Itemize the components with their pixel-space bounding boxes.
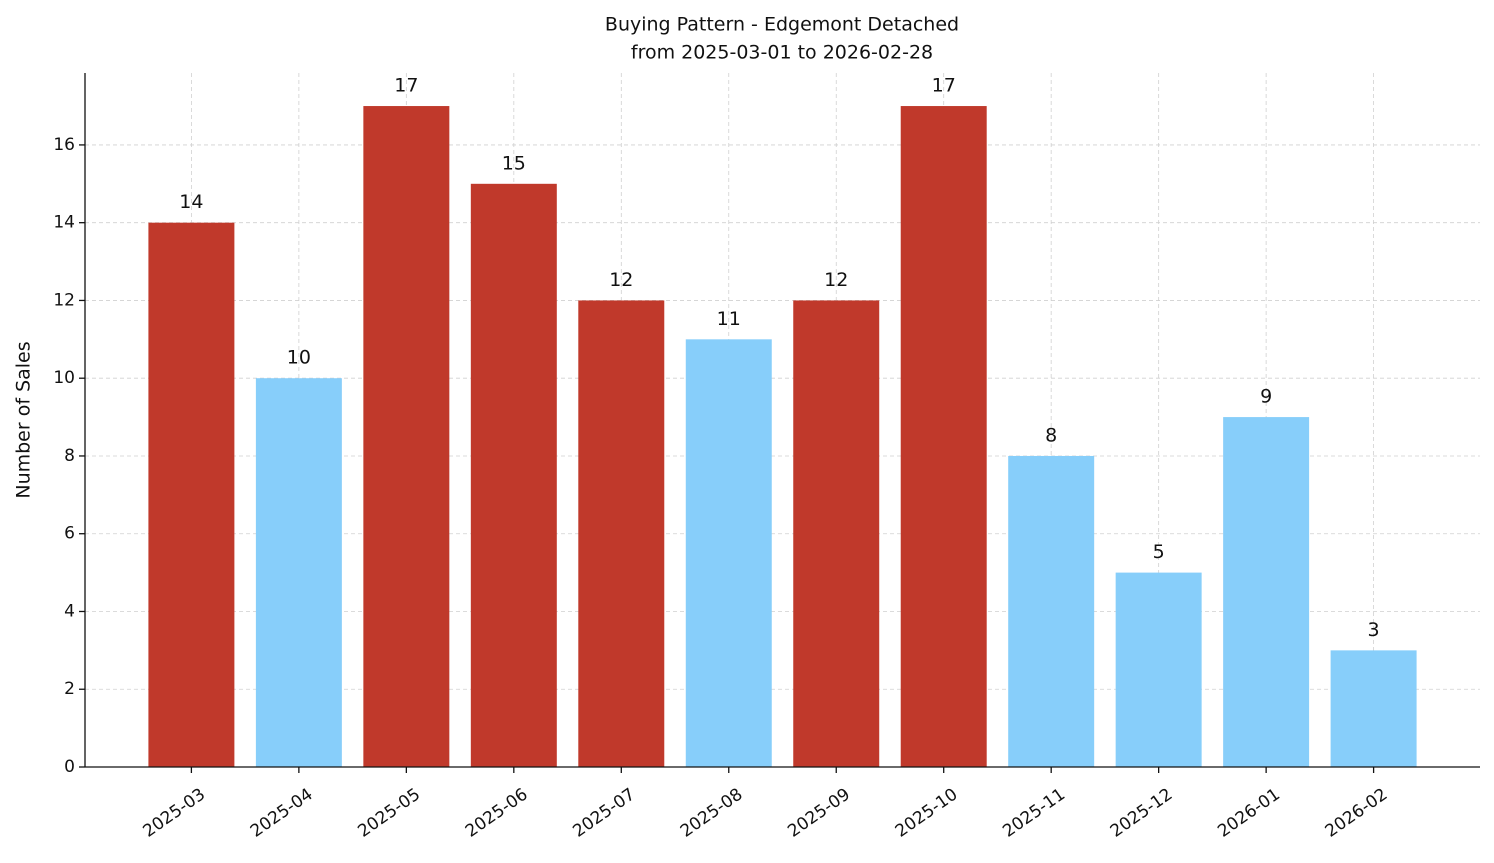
y-tick-label: 2 [64,679,75,699]
x-tick-label: 2025-08 [677,785,747,842]
bar [363,106,450,768]
bar [1330,650,1417,767]
x-tick-label: 2025-06 [462,785,532,842]
value-label: 14 [179,191,203,213]
value-label: 8 [1045,424,1057,446]
value-label: 17 [932,75,956,97]
value-label: 17 [394,75,418,97]
y-tick-label: 16 [53,135,75,155]
x-tick-label: 2025-05 [354,785,424,842]
bar [1223,417,1310,767]
bar [685,339,772,767]
y-tick-label: 6 [64,524,75,544]
x-tick-label: 2026-01 [1214,785,1284,842]
bar [793,300,880,767]
bar [255,378,342,767]
x-tick-label: 2025-12 [1107,785,1177,842]
x-tick-label: 2025-09 [784,785,854,842]
bar [148,222,235,767]
value-label: 3 [1368,619,1380,641]
y-tick-label: 4 [64,601,75,621]
bar [1008,455,1095,767]
y-tick-label: 0 [64,757,75,777]
bar [900,106,987,768]
value-label: 5 [1153,541,1165,563]
value-label: 9 [1260,386,1272,408]
x-tick-label: 2025-11 [999,785,1069,842]
value-label: 15 [502,152,526,174]
value-label: 12 [824,269,848,291]
chart-subtitle: from 2025-03-01 to 2026-02-28 [631,42,933,64]
y-tick-label: 8 [64,446,75,466]
x-tick-label: 2026-02 [1322,785,1392,842]
bar [470,183,557,768]
bar [578,300,665,767]
value-label: 11 [717,308,741,330]
x-tick-label: 2025-10 [892,785,962,842]
x-tick-label: 2025-07 [569,785,639,842]
x-tick-label: 2025-04 [247,785,317,842]
y-tick-label: 12 [53,290,75,310]
bar [1115,572,1202,767]
value-label: 10 [287,347,311,369]
x-tick-label: 2025-03 [139,785,209,842]
y-tick-label: 14 [53,213,75,233]
chart-title: Buying Pattern - Edgemont Detached [605,14,959,36]
value-label: 12 [609,269,633,291]
y-tick-label: 10 [53,368,75,388]
y-axis-label: Number of Sales [13,341,35,498]
